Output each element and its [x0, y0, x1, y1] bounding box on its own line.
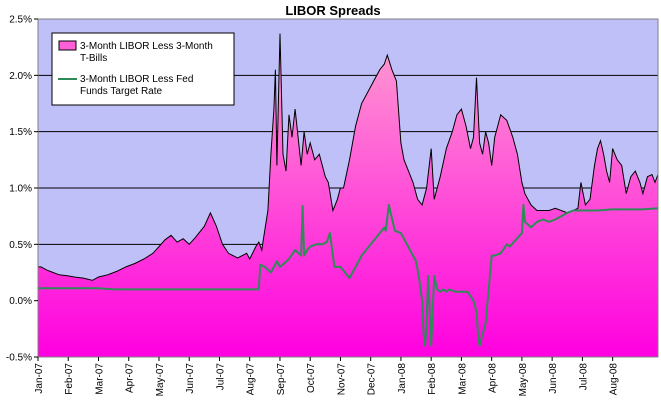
area-fill-libor-tbills: [38, 33, 658, 357]
legend: 3-Month LIBOR Less 3-Month T-Bills 3-Mon…: [51, 32, 235, 106]
x-tick-label: Jul-08: [578, 363, 589, 391]
x-tick-label: May-07: [155, 363, 166, 397]
y-axis-ticks: -0.5% 0.0% 0.5% 1.0% 1.5% 2.0% 2.5%: [6, 15, 38, 364]
x-tick-label: Apr-07: [125, 363, 136, 393]
line-series-layer: [38, 203, 658, 347]
x-tick-label: Jan-07: [34, 363, 45, 394]
y-tick-label: 1.5%: [9, 127, 32, 138]
x-tick-label: Jun-08: [548, 363, 559, 394]
legend-label-line: 3-Month LIBOR Less Fed Funds Target Rate: [80, 74, 196, 97]
legend-box: [51, 32, 235, 106]
x-tick-label: Mar-08: [457, 363, 468, 395]
area-outline-libor-tbills: [38, 33, 658, 281]
area-series-layer: [38, 33, 658, 357]
legend-swatch-area: [58, 40, 77, 51]
y-tick-label: 2.0%: [9, 71, 32, 82]
y-tick-label: 2.5%: [9, 15, 32, 26]
x-tick-label: Sep-07: [276, 363, 287, 396]
chart-title: LIBOR Spreads: [285, 3, 380, 18]
x-axis-ticks: Jan-07 Feb-07 Mar-07 Apr-07 May-07 Jun-07 Jul-…: [34, 357, 620, 396]
x-tick-label: Jul-07: [215, 363, 226, 391]
x-tick-label: Oct-07: [306, 363, 317, 393]
x-tick-label: Dec-07: [367, 363, 378, 396]
x-tick-label: May-08: [518, 363, 529, 397]
y-tick-label: 0.0%: [9, 296, 32, 307]
y-tick-label: -0.5%: [6, 353, 32, 364]
x-tick-label: Nov-07: [336, 363, 347, 396]
x-tick-label: Aug-07: [246, 363, 257, 396]
x-tick-label: Feb-07: [64, 363, 75, 395]
line-libor-fedfunds: [38, 203, 658, 347]
legend-label-area: 3-Month LIBOR Less 3-Month T-Bills: [80, 41, 216, 64]
x-tick-label: Feb-08: [427, 363, 438, 395]
x-tick-label: Apr-08: [488, 363, 499, 393]
y-tick-label: 0.5%: [9, 240, 32, 251]
x-tick-label: Aug-08: [609, 363, 620, 396]
x-tick-label: Mar-07: [94, 363, 105, 395]
x-tick-label: Jan-08: [397, 363, 408, 394]
x-tick-label: Jun-07: [185, 363, 196, 394]
y-tick-label: 1.0%: [9, 184, 32, 195]
